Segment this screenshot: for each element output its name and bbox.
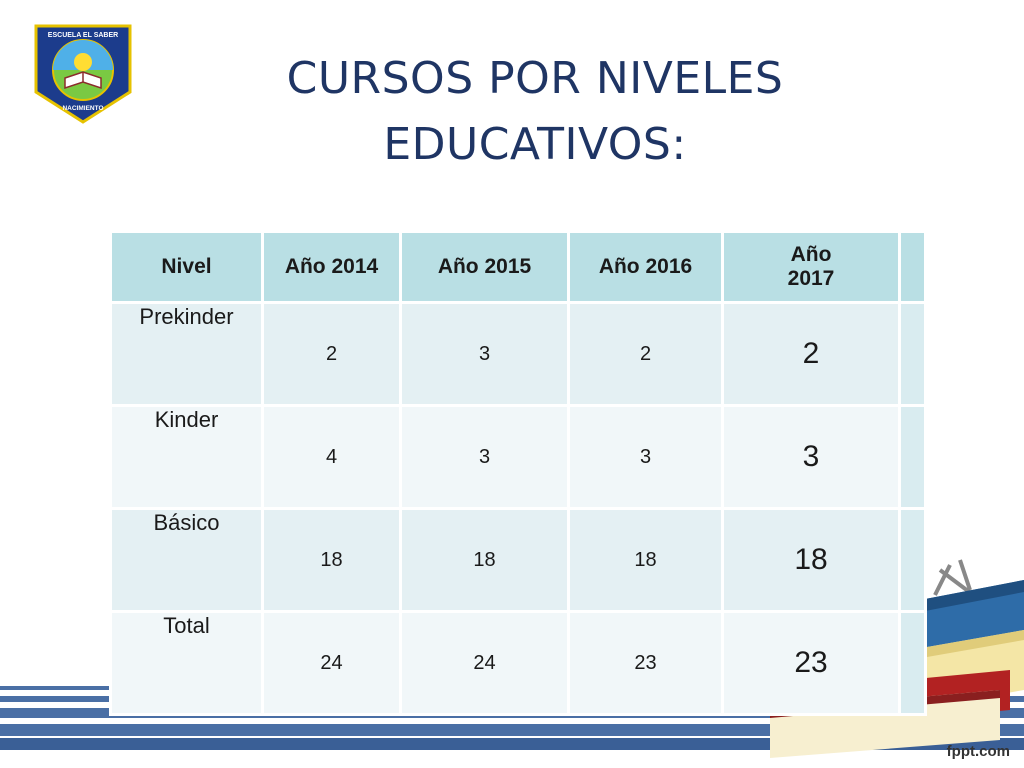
cell-2015: 3: [399, 404, 570, 510]
cell-empty: [898, 507, 927, 613]
slide-title: CURSOS POR NIVELES EDUCATIVOS:: [210, 46, 860, 178]
row-label: Kinder: [109, 404, 264, 510]
table-header-row: Nivel Año 2014 Año 2015 Año 2016 Año 201…: [109, 230, 927, 304]
header-2014: Año 2014: [261, 230, 402, 304]
cell-2016: 2: [567, 301, 724, 407]
title-line-2: EDUCATIVOS:: [383, 119, 687, 170]
table-row: Total 24 24 23 23: [109, 610, 927, 716]
cell-2014: 4: [261, 404, 402, 510]
cell-2015: 3: [399, 301, 570, 407]
cell-2016: 23: [567, 610, 724, 716]
row-label: Básico: [109, 507, 264, 613]
cell-empty: [898, 301, 927, 407]
cell-2015: 18: [399, 507, 570, 613]
cell-2017: 18: [721, 507, 901, 613]
courses-table: Nivel Año 2014 Año 2015 Año 2016 Año 201…: [109, 230, 927, 716]
header-empty: [898, 230, 927, 304]
table-row: Kinder 4 3 3 3: [109, 404, 927, 510]
cell-2014: 24: [261, 610, 402, 716]
cell-2016: 18: [567, 507, 724, 613]
cell-2017: 2: [721, 301, 901, 407]
title-line-1: CURSOS POR NIVELES: [286, 53, 784, 104]
cell-2014: 2: [261, 301, 402, 407]
cell-2015: 24: [399, 610, 570, 716]
cell-2014: 18: [261, 507, 402, 613]
header-2016: Año 2016: [567, 230, 724, 304]
footer-brand: fppt.com: [946, 743, 1010, 760]
header-2015: Año 2015: [399, 230, 570, 304]
header-2017: Año 2017: [721, 230, 901, 304]
stacked-books-icon: [770, 559, 1024, 758]
header-nivel: Nivel: [109, 230, 264, 304]
row-label: Total: [109, 610, 264, 716]
table-row: Básico 18 18 18 18: [109, 507, 927, 613]
cell-empty: [898, 404, 927, 510]
logo-top-text: ESCUELA EL SABER: [48, 32, 118, 39]
logo-bottom-text: NACIMIENTO: [62, 105, 103, 112]
cell-2017: 3: [721, 404, 901, 510]
table-row: Prekinder 2 3 2 2: [109, 301, 927, 407]
cell-empty: [898, 610, 927, 716]
row-label: Prekinder: [109, 301, 264, 407]
school-logo-icon: ESCUELA EL SABER NACIMIENTO: [34, 24, 132, 124]
cell-2017: 23: [721, 610, 901, 716]
cell-2016: 3: [567, 404, 724, 510]
